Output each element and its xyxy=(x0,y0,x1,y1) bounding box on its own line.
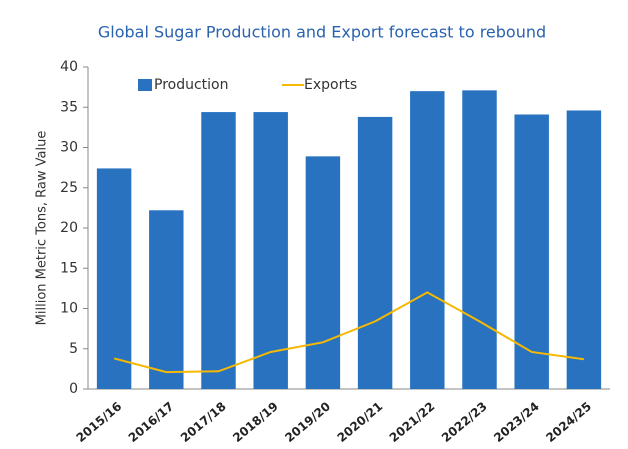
bar xyxy=(253,112,288,389)
y-tick-label: 40 xyxy=(60,59,78,75)
bar xyxy=(96,168,132,389)
bar xyxy=(357,116,393,389)
y-tick-label: 25 xyxy=(60,180,78,196)
y-tick-label: 20 xyxy=(60,220,78,236)
bar xyxy=(462,90,497,389)
y-tick-label: 35 xyxy=(60,99,78,115)
y-tick-label: 15 xyxy=(60,260,78,276)
bar xyxy=(149,210,184,389)
x-tick-label: 2020/21 xyxy=(335,399,386,445)
x-tick-label: 2016/17 xyxy=(126,399,177,445)
y-axis-label: Million Metric Tons, Raw Value xyxy=(35,131,50,326)
x-tick-label: 2018/19 xyxy=(230,399,281,445)
legend-label: Production xyxy=(154,77,228,93)
legend-label: Exports xyxy=(304,77,357,93)
x-tick-label: 2023/24 xyxy=(491,399,542,445)
x-tick-label: 2022/23 xyxy=(439,399,490,445)
line xyxy=(113,291,585,374)
x-tick-label: 2021/22 xyxy=(387,399,438,445)
bar xyxy=(305,156,341,389)
bar xyxy=(514,114,549,390)
x-tick-label: 2024/25 xyxy=(543,399,594,445)
bar xyxy=(566,110,602,389)
y-tick-label: 0 xyxy=(69,381,78,397)
x-tick-label: 2017/18 xyxy=(178,399,229,445)
bar xyxy=(410,91,445,390)
x-tick-label: 2015/16 xyxy=(74,399,125,445)
chart-title: Global Sugar Production and Export forec… xyxy=(98,23,546,42)
legend-swatch xyxy=(138,79,152,91)
y-tick-label: 5 xyxy=(69,341,78,357)
y-tick-label: 10 xyxy=(60,301,78,317)
x-tick-label: 2019/20 xyxy=(282,399,333,445)
bar xyxy=(201,112,236,389)
y-tick-label: 30 xyxy=(60,140,78,156)
